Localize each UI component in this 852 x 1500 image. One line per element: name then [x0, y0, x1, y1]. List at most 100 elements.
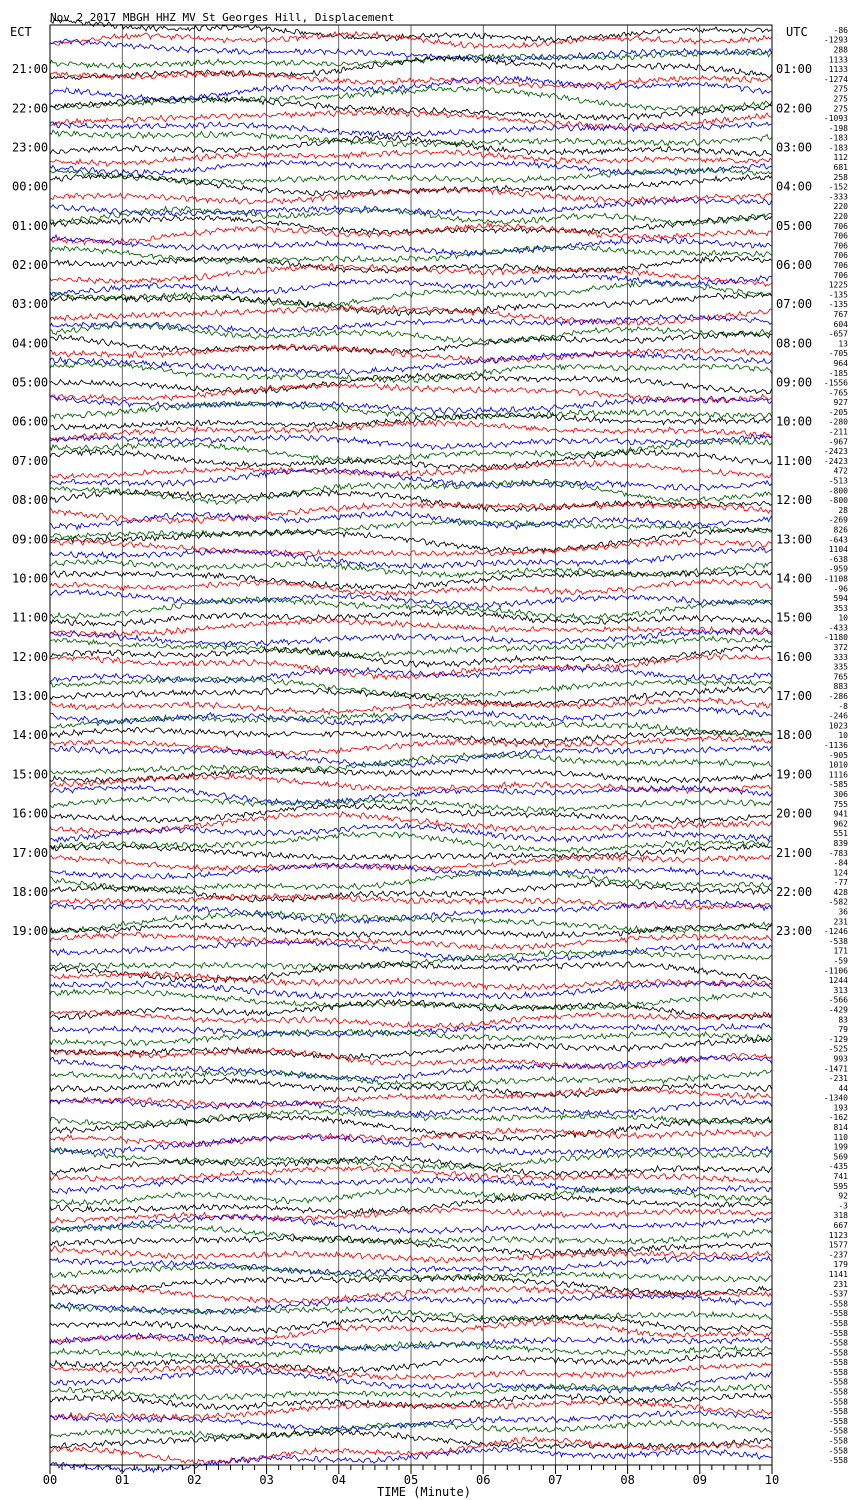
- seismic-trace: [49, 735, 772, 757]
- row-offset-label: -205: [829, 408, 848, 417]
- row-offset-label: 220: [834, 202, 849, 211]
- row-offset-label: -558: [829, 1319, 848, 1328]
- seismic-trace: [49, 233, 772, 257]
- row-offset-label: -129: [829, 1035, 848, 1044]
- seismic-trace: [49, 221, 772, 246]
- x-tick-label: 02: [187, 1473, 201, 1487]
- seismic-trace: [49, 95, 772, 122]
- x-tick-label: 09: [693, 1473, 707, 1487]
- seismic-trace: [49, 1362, 772, 1381]
- row-offset-label: -558: [829, 1437, 848, 1446]
- row-offset-label: 275: [834, 104, 849, 113]
- row-offset-label: 667: [834, 1221, 849, 1230]
- row-offset-label: -77: [834, 878, 849, 887]
- seismic-trace: [49, 133, 772, 157]
- row-offset-label: -2423: [824, 447, 848, 456]
- left-hour-label: 04:00: [12, 336, 48, 350]
- left-hour-label: 13:00: [12, 689, 48, 703]
- row-offset-label: 839: [834, 839, 849, 848]
- seismic-trace: [49, 795, 772, 814]
- seismic-trace: [49, 1146, 772, 1171]
- seismic-trace: [49, 726, 772, 745]
- left-axis-label: ECT: [10, 25, 32, 39]
- row-offset-label: 706: [834, 241, 849, 250]
- seismic-trace: [49, 262, 772, 288]
- row-offset-label: 569: [834, 1152, 849, 1161]
- seismic-trace: [50, 343, 772, 363]
- seismic-trace: [49, 1028, 772, 1047]
- row-offset-label: -198: [829, 124, 848, 133]
- left-hour-labels: 21:00 22:00 23:00 00:00 01:00 02:00 03:00 04:00…: [12, 62, 48, 938]
- x-axis-label: TIME (Minute): [377, 1485, 471, 1499]
- seismic-trace: [49, 644, 772, 668]
- right-hour-label: 17:00: [776, 689, 812, 703]
- row-offset-label: 171: [834, 947, 849, 956]
- row-offset-label: -8: [838, 702, 848, 711]
- row-offset-label: -959: [829, 565, 848, 574]
- left-hour-label: 08:00: [12, 493, 48, 507]
- seismic-trace: [49, 588, 772, 609]
- right-hour-label: 02:00: [776, 101, 812, 115]
- seismic-trace: [49, 205, 772, 227]
- row-offset-label: -280: [829, 418, 848, 427]
- row-offset-label: -558: [829, 1388, 848, 1397]
- seismic-trace: [49, 596, 772, 621]
- row-offset-label: 595: [834, 1182, 849, 1191]
- row-offset-label: -152: [829, 183, 848, 192]
- right-hour-label: 12:00: [776, 493, 812, 507]
- row-offset-label: 335: [834, 663, 849, 672]
- row-offset-label: 706: [834, 232, 849, 241]
- seismic-trace: [49, 784, 772, 806]
- x-tick-label: 04: [332, 1473, 346, 1487]
- seismic-trace: [49, 186, 772, 205]
- row-offset-label: -585: [829, 780, 848, 789]
- row-offset-label: -558: [829, 1348, 848, 1357]
- seismic-trace: [49, 1304, 772, 1323]
- seismic-trace: [49, 1134, 772, 1156]
- seismic-trace: [49, 509, 772, 531]
- row-offset-label: -1556: [824, 379, 848, 388]
- row-offset-label: -1108: [824, 574, 848, 583]
- seismic-trace: [49, 1245, 772, 1264]
- row-offset-labels: -86-129328811331133-1274275275275-1093-1…: [824, 26, 848, 1465]
- row-offset-label: -558: [829, 1368, 848, 1377]
- seismic-trace: [49, 1332, 772, 1353]
- seismic-trace: [49, 664, 772, 684]
- row-offset-label: -558: [829, 1329, 848, 1338]
- row-offset-label: -135: [829, 300, 848, 309]
- seismic-trace: [49, 546, 772, 570]
- row-offset-label: 220: [834, 212, 849, 221]
- seismic-trace: [49, 1409, 772, 1433]
- seismic-trace: [49, 1069, 772, 1087]
- seismic-trace: [50, 1175, 772, 1195]
- seismic-trace: [49, 949, 772, 971]
- seismic-trace: [49, 931, 772, 952]
- left-hour-label: 18:00: [12, 885, 48, 899]
- row-offset-label: -513: [829, 477, 848, 486]
- row-offset-label: 1133: [829, 55, 848, 64]
- right-hour-label: 01:00: [776, 62, 812, 76]
- seismic-trace: [49, 1213, 772, 1235]
- row-offset-label: 814: [834, 1123, 849, 1132]
- seismic-trace: [49, 751, 772, 775]
- seismic-trace: [49, 1047, 772, 1070]
- row-offset-label: 318: [834, 1211, 849, 1220]
- right-hour-label: 08:00: [776, 336, 812, 350]
- seismic-trace: [49, 419, 772, 441]
- seismic-trace: [49, 1155, 772, 1178]
- seismic-trace: [49, 304, 772, 326]
- seismic-trace: [49, 160, 772, 177]
- seismic-trace: [49, 711, 772, 739]
- seismic-trace: [49, 85, 772, 112]
- row-offset-label: -135: [829, 290, 848, 299]
- row-offset-label: -558: [829, 1417, 848, 1426]
- row-offset-label: -1180: [824, 633, 848, 642]
- x-tick-label: 10: [765, 1473, 779, 1487]
- row-offset-label: 1141: [829, 1270, 848, 1279]
- row-offset-label: -538: [829, 937, 848, 946]
- row-offset-label: -582: [829, 898, 848, 907]
- left-hour-label: 06:00: [12, 415, 48, 429]
- seismic-trace: [49, 802, 772, 825]
- right-hour-label: 07:00: [776, 297, 812, 311]
- seismic-trace: [49, 108, 772, 130]
